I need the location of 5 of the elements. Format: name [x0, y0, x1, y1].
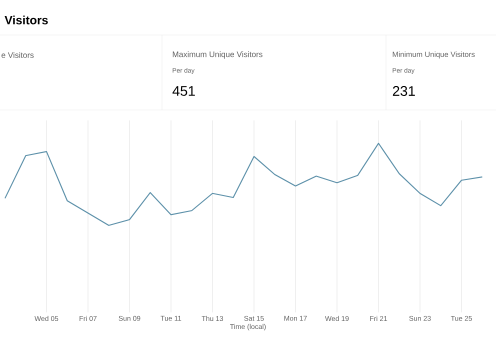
text: 231 — [392, 86, 415, 96]
chart-title: Visitors — [4, 16, 48, 24]
text: 451 — [172, 86, 195, 96]
text: Maximum Unique Visitors — [172, 51, 262, 59]
text: e Visitors — [2, 52, 34, 58]
